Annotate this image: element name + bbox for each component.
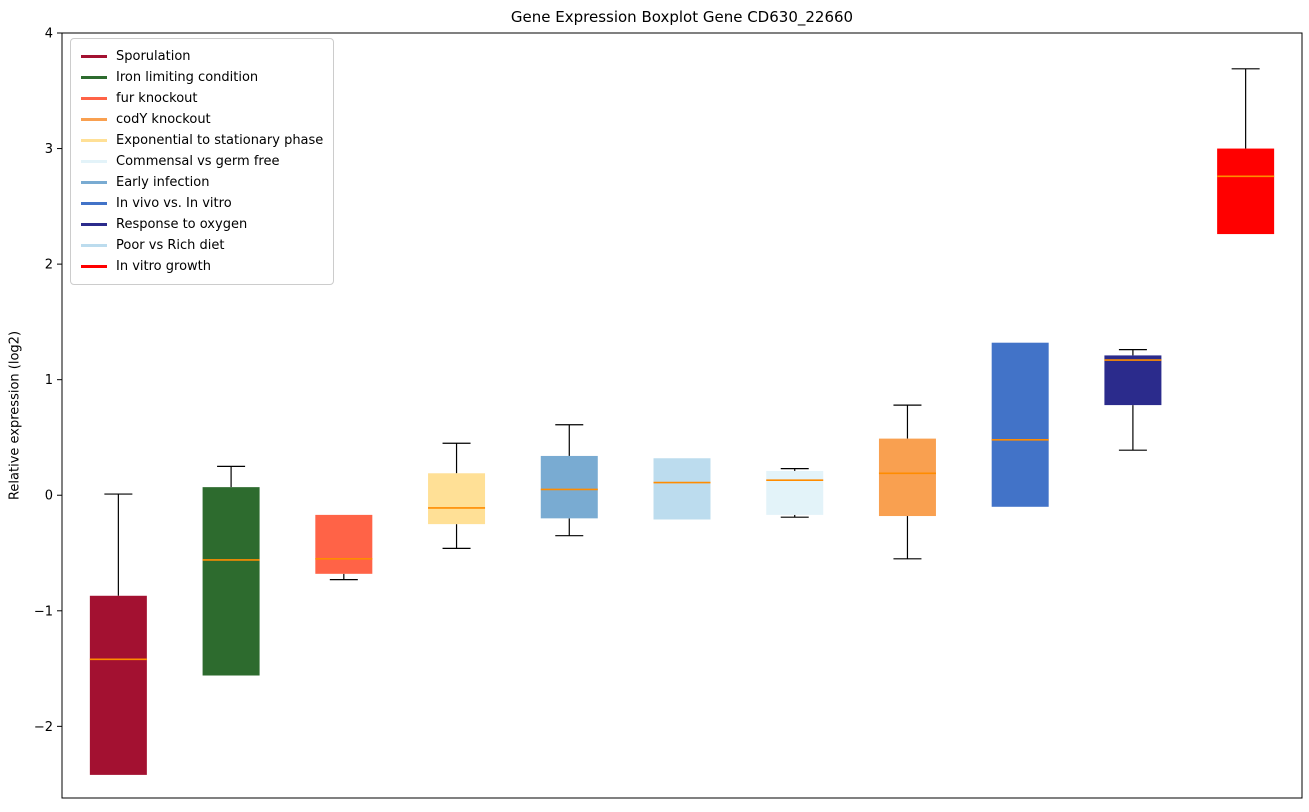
legend-item-sporulation: Sporulation — [81, 46, 323, 67]
boxplot-poor-vs-rich-diet — [653, 458, 711, 520]
boxplot-commensal-vs-germ-free — [766, 468, 824, 518]
legend-swatch — [81, 265, 107, 268]
legend-item-early-infection: Early infection — [81, 172, 323, 193]
y-axis-label: Relative expression (log2) — [7, 330, 23, 501]
boxplot-iron-limiting-condition — [202, 465, 260, 676]
legend-item-label: In vivo vs. In vitro — [116, 196, 232, 211]
legend-item-exponential-to-stationary-phase: Exponential to stationary phase — [81, 130, 323, 151]
legend-swatch — [81, 55, 107, 58]
legend-swatch — [81, 202, 107, 205]
box-rect — [540, 455, 598, 519]
legend-swatch — [81, 223, 107, 226]
box-rect — [315, 514, 373, 574]
legend-swatch — [81, 97, 107, 100]
legend-swatch — [81, 76, 107, 79]
legend-item-label: Iron limiting condition — [116, 70, 259, 85]
legend-swatch — [81, 244, 107, 247]
legend-item-response-to-oxygen: Response to oxygen — [81, 214, 323, 235]
legend-item-label: Response to oxygen — [116, 217, 248, 232]
legend-item-in-vitro-growth: In vitro growth — [81, 256, 323, 277]
legend-item-label: Exponential to stationary phase — [116, 133, 324, 148]
legend-item-label: Poor vs Rich diet — [116, 238, 225, 253]
legend-item-label: Sporulation — [116, 49, 191, 64]
y-tick-label: −2 — [34, 720, 53, 735]
legend-swatch — [81, 118, 107, 121]
box-rect — [1104, 355, 1162, 406]
box-rect — [202, 487, 260, 676]
box-rect — [766, 470, 824, 515]
legend-item-in-vivo-vs-in-vitro: In vivo vs. In vitro — [81, 193, 323, 214]
box-rect — [991, 342, 1049, 507]
box-rect — [1217, 148, 1275, 235]
box-rect — [878, 438, 936, 517]
boxplot-exponential-to-stationary-phase — [428, 442, 486, 549]
box-rect — [89, 595, 147, 775]
box-rect — [653, 458, 711, 520]
chart-title: Gene Expression Boxplot Gene CD630_22660 — [510, 8, 854, 26]
legend-item-poor-vs-rich-diet: Poor vs Rich diet — [81, 235, 323, 256]
boxplot-early-infection — [540, 424, 598, 537]
legend-item-label: Early infection — [116, 175, 210, 190]
boxplot-fur-knockout — [315, 514, 373, 581]
legend-item-iron-limiting-condition: Iron limiting condition — [81, 67, 323, 88]
boxplot-response-to-oxygen — [1104, 349, 1162, 451]
legend-swatch — [81, 160, 107, 163]
boxplot-cody-knockout — [878, 404, 936, 560]
legend-item-commensal-vs-germ-free: Commensal vs germ free — [81, 151, 323, 172]
y-tick-label: 4 — [45, 27, 53, 42]
y-tick-label: −1 — [34, 604, 53, 619]
legend-item-label: Commensal vs germ free — [116, 154, 280, 169]
legend-item-label: fur knockout — [116, 91, 198, 106]
legend-item-label: In vitro growth — [116, 259, 211, 274]
y-tick-label: 3 — [45, 142, 53, 157]
legend-swatch — [81, 181, 107, 184]
y-tick-label: 1 — [45, 373, 53, 388]
legend: Sporulation Iron limiting condition fur kn… — [70, 38, 335, 285]
boxplot-in-vitro-growth — [1217, 68, 1275, 235]
legend-swatch — [81, 139, 107, 142]
legend-item-fur-knockout: fur knockout — [81, 88, 323, 109]
boxplot-sporulation — [89, 493, 147, 775]
legend-item-label: codY knockout — [116, 112, 211, 127]
y-tick-label: 2 — [45, 258, 53, 273]
box-rect — [428, 473, 486, 525]
y-tick-label: 0 — [45, 489, 53, 504]
boxplot-in-vivo-vs-in-vitro — [991, 342, 1049, 507]
legend-item-cody-knockout: codY knockout — [81, 109, 323, 130]
plot-frame — [61, 32, 1303, 799]
